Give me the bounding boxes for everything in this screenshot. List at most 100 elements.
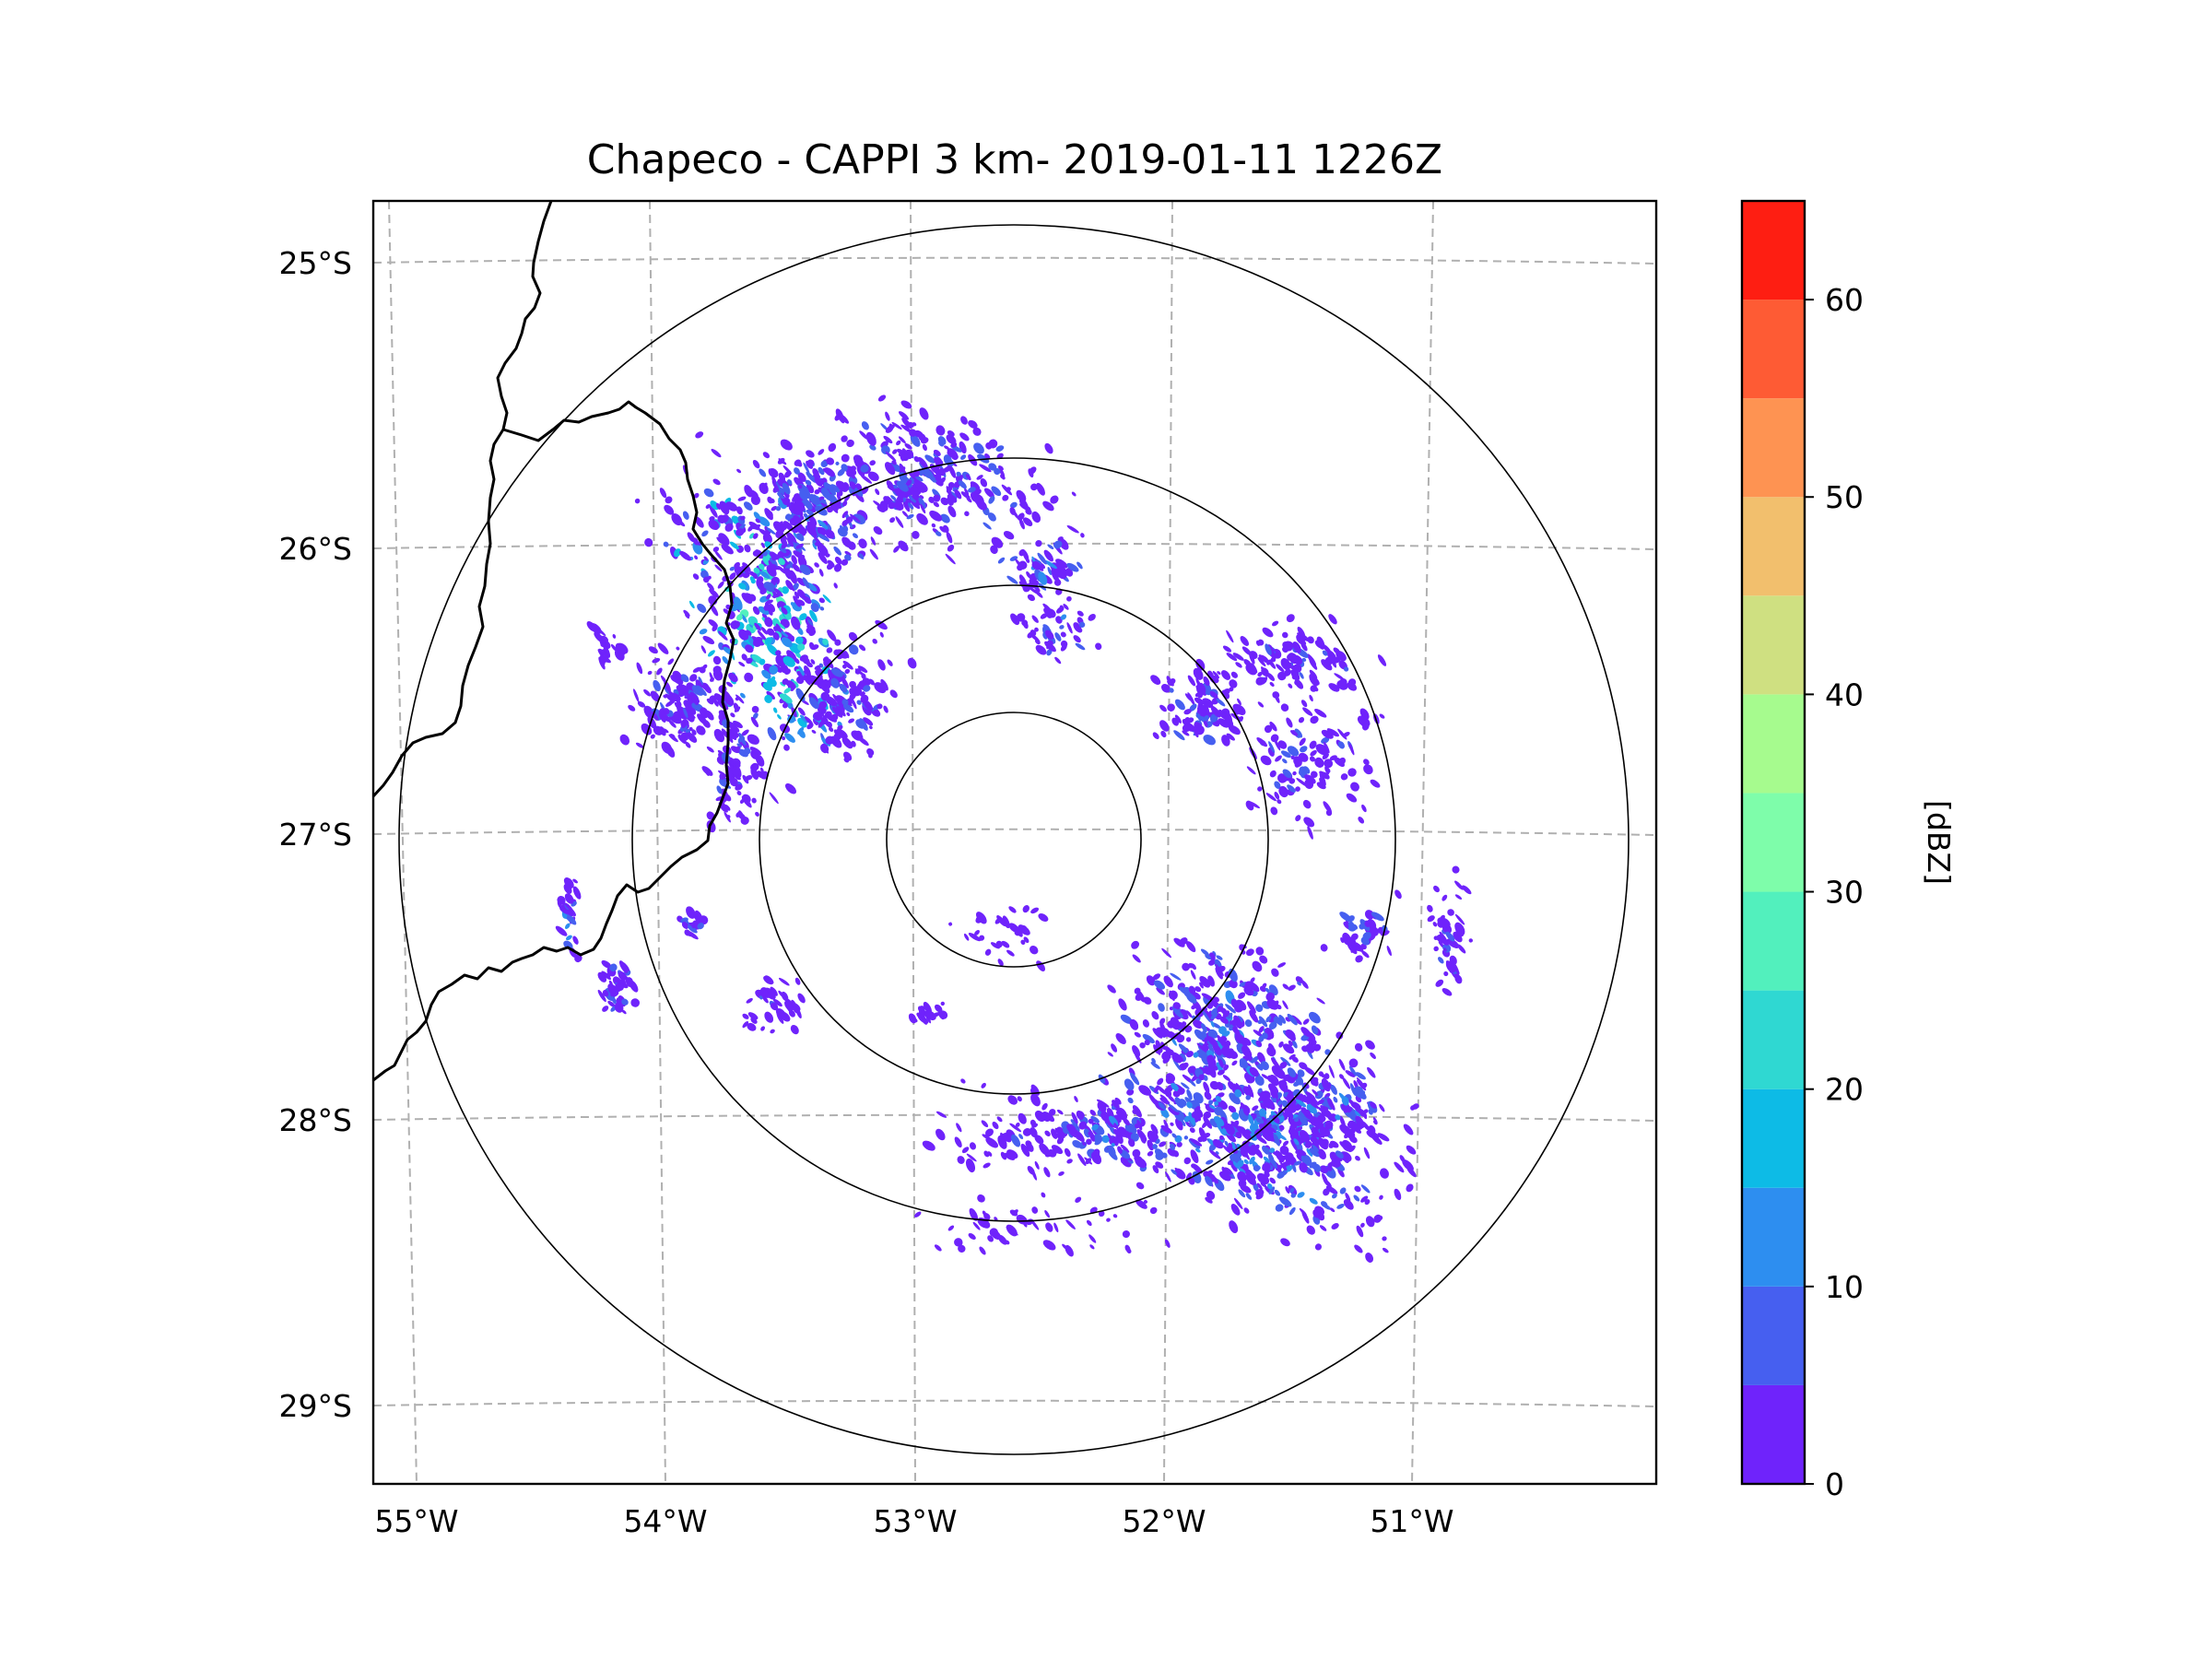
echo-north-cluster [1060,643,1067,652]
echo-north-cluster [919,407,929,420]
echo-scattered-cell [1307,636,1314,644]
echo-squall-line [752,606,760,615]
echo-squall-line [752,459,760,469]
echo-north-cluster [1054,656,1062,665]
echo-stratiform [1261,1116,1267,1123]
echo-stratiform [996,1116,1003,1123]
echo-scattered-cell [1189,703,1197,712]
echo-scattered-cell [979,935,985,941]
echo-north-cluster [983,488,994,499]
echo-stratiform [1291,1040,1298,1049]
echo-scattered-cell [698,677,703,686]
echo-squall-line [786,533,797,544]
state-boundaries [373,201,735,1082]
echo-stratiform [1276,1004,1282,1010]
echo-stratiform [1168,1106,1180,1116]
echo-scattered-cell [696,725,706,735]
echo-scattered-cell [621,961,630,971]
echo-stratiform [947,1225,955,1231]
echo-stratiform [1268,1126,1276,1132]
echo-squall-line [709,516,715,522]
echo-stratiform [1250,977,1255,983]
echo-squall-line [797,642,806,652]
echo-stratiform [1030,1219,1040,1230]
echo-stratiform [1297,1069,1305,1077]
echo-stratiform [1245,1146,1256,1156]
echo-stratiform [1201,1067,1211,1076]
echo-squall-line [718,630,728,641]
echo-stratiform [1345,1070,1356,1077]
echo-scattered-cell [1309,740,1317,749]
echo-scattered-cell [652,657,661,664]
echo-north-cluster [1051,568,1059,582]
echo-squall-line [714,550,723,560]
echo-scattered-cell [764,1011,774,1023]
echo-north-cluster [1022,517,1033,526]
echo-stratiform [1304,1066,1315,1076]
echo-stratiform [1300,980,1309,989]
echo-scattered-cell [760,1026,765,1031]
echo-north-cluster [861,421,869,430]
echo-stratiform [1153,1086,1159,1093]
echo-scattered-cell [1454,922,1465,936]
echo-scattered-cell [1257,639,1265,646]
echo-squall-line [866,747,875,757]
echo-scattered-cell [1023,936,1030,944]
echo-squall-line [806,460,814,469]
echo-stratiform [1257,1052,1265,1065]
echo-scattered-cell [1288,683,1293,688]
echo-scattered-cell [750,767,759,780]
echo-stratiform [1335,1031,1344,1040]
echo-stratiform [1147,1139,1154,1151]
echo-stratiform [1235,1082,1244,1096]
echo-scattered-cell [669,692,681,702]
echo-scattered-cell [1150,675,1161,685]
echo-stratiform [1178,1099,1187,1107]
echo-stratiform [1144,1040,1150,1046]
echo-stratiform [954,1136,962,1148]
echo-stratiform [1311,1025,1319,1035]
echo-stratiform [1290,1193,1297,1198]
echo-stratiform [1178,1043,1190,1055]
echo-north-cluster [959,432,970,441]
echo-north-cluster [1035,539,1042,547]
echo-north-cluster [814,473,821,479]
echo-north-cluster [997,557,1006,564]
echo-north-cluster [900,424,912,433]
echo-stratiform [1243,1159,1249,1165]
echo-stratiform [1241,1045,1253,1059]
echo-squall-line [764,694,772,703]
echo-stratiform [1265,1016,1272,1023]
echo-scattered-cell [690,922,695,929]
echo-scattered-cell [1182,730,1190,736]
echo-squall-line [785,782,796,794]
echo-stratiform [1221,1035,1228,1041]
echo-stratiform [1034,1160,1040,1170]
echo-squall-line [763,582,776,593]
echo-scattered-cell [663,708,670,715]
echo-squall-line [817,533,830,542]
echo-scattered-cell [742,774,749,784]
echo-stratiform [1309,1011,1321,1024]
echo-scattered-cell [1237,698,1241,706]
echo-stratiform [1020,1143,1030,1158]
echo-stratiform [1208,1100,1214,1105]
echo-scattered-cell [996,915,1007,927]
echo-scattered-cell [1018,924,1030,935]
echo-scattered-cell [1275,755,1282,762]
echo-north-cluster [898,411,910,420]
echo-stratiform [1212,1176,1218,1184]
echo-stratiform [1158,1101,1166,1111]
echo-scattered-cell [680,674,689,683]
echo-squall-line [735,528,745,536]
echo-north-cluster [1010,613,1020,626]
echo-north-cluster [888,501,896,510]
echo-scattered-cell [1443,971,1449,977]
colorbar-bin [1742,398,1805,498]
echo-scattered-cell [1340,773,1348,781]
echo-stratiform [1282,1000,1288,1010]
echo-north-cluster [1030,483,1038,491]
echo-north-cluster [935,425,946,436]
echo-stratiform [934,1244,942,1252]
echo-stratiform [1066,1124,1077,1135]
